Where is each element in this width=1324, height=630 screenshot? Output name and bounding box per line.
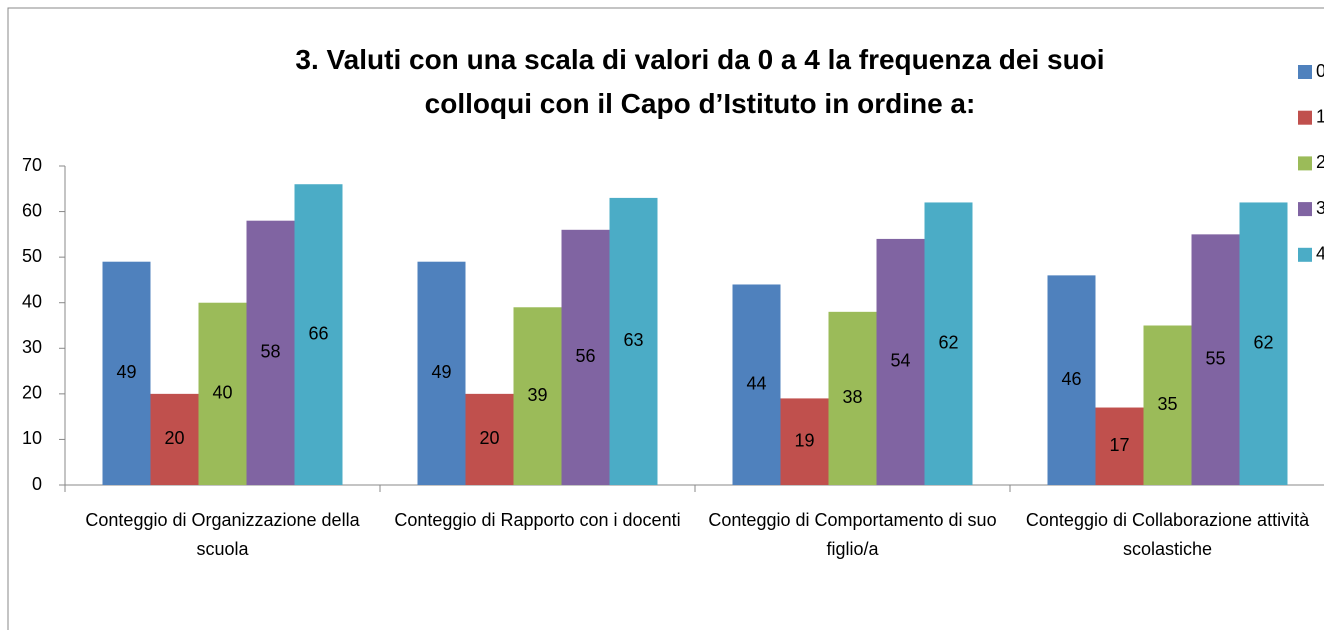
data-label: 58 [260,342,280,362]
bar [1239,202,1288,485]
bar [294,184,343,485]
legend-label: 4 [1316,244,1324,264]
data-label: 39 [527,385,547,405]
bar [417,261,466,485]
data-label: 40 [212,383,232,403]
y-tick-label: 0 [32,474,42,494]
x-tick-label: Conteggio di Rapporto con i docenti [394,510,681,530]
data-label: 56 [575,346,595,366]
bar [102,261,151,485]
x-tick-label: Conteggio di Comportamento di suo figlio… [708,510,997,559]
x-tick-label: Conteggio di Collaborazione attività sco… [1025,510,1310,559]
chart-title: 3. Valuti con una scala di valori da 0 a… [295,44,1105,119]
bar [924,202,973,485]
y-tick-label: 70 [22,155,42,175]
legend-swatch [1298,65,1312,79]
legend-swatch [1298,247,1312,262]
data-label: 54 [890,351,910,371]
legend-label: 1 [1316,106,1324,126]
y-tick-label: 10 [22,428,42,448]
bar [780,398,829,485]
legend-label: 3 [1316,198,1324,218]
y-tick-label: 20 [22,383,42,403]
legend-label: 2 [1316,152,1324,172]
bar [246,220,295,485]
data-label: 62 [1253,332,1273,352]
y-tick-label: 60 [22,200,42,220]
legend-label: 0 [1316,61,1324,81]
y-tick-label: 50 [22,246,42,266]
data-label: 63 [623,330,643,350]
bar [732,284,781,485]
data-label: 20 [164,428,184,448]
data-label: 44 [746,373,766,393]
bar [609,197,658,485]
data-label: 19 [794,430,814,450]
data-label: 66 [308,323,328,343]
data-label: 35 [1157,394,1177,414]
data-label: 49 [431,362,451,382]
bar [198,302,247,485]
legend-swatch [1298,202,1312,217]
bar [513,307,562,485]
legend-swatch [1298,110,1312,125]
legend-swatch [1298,156,1312,171]
chart-border [7,7,1324,630]
data-label: 17 [1109,435,1129,455]
data-label: 46 [1061,369,1081,389]
bar [561,229,610,485]
data-label: 49 [116,362,136,382]
bar [1047,275,1096,485]
bar [1143,325,1192,485]
y-tick-label: 30 [22,337,42,357]
bar [1191,234,1240,485]
x-tick-label: Conteggio di Organizzazione della scuola [85,510,360,559]
bar [828,311,877,485]
data-label: 38 [842,387,862,407]
bar [1095,407,1144,485]
bar [150,393,199,485]
bar [876,238,925,485]
data-label: 55 [1205,348,1225,368]
y-tick-label: 40 [22,291,42,311]
bar [465,393,514,485]
data-label: 20 [479,428,499,448]
data-label: 62 [938,332,958,352]
